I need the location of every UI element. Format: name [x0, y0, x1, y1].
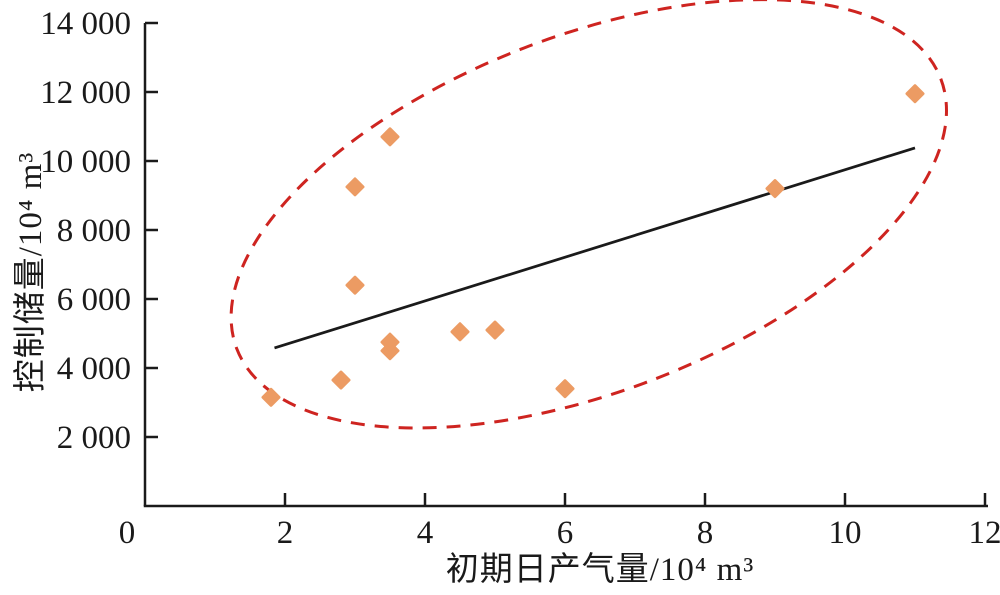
data-point	[765, 179, 785, 199]
y-tick-label: 6 000	[57, 282, 131, 318]
data-point	[485, 320, 505, 340]
data-point	[261, 387, 281, 407]
x-tick-label: 12	[969, 515, 1000, 551]
x-tick-label: 2	[277, 515, 294, 551]
x-tick-label: 4	[417, 515, 434, 551]
data-point	[345, 275, 365, 295]
y-tick-label: 12 000	[40, 75, 131, 111]
data-point	[905, 84, 925, 104]
y-tick-label: 2 000	[57, 420, 131, 456]
y-axis-title: 控制储量/10⁴ m³	[13, 151, 49, 393]
x-tick-label: 8	[697, 515, 714, 551]
data-point	[331, 370, 351, 390]
y-tick-label: 4 000	[57, 351, 131, 387]
data-point	[345, 177, 365, 197]
x-tick-label: 6	[557, 515, 574, 551]
data-point	[380, 332, 400, 352]
data-point	[450, 322, 470, 342]
x-tick-label: 0	[119, 515, 136, 551]
y-tick-label: 10 000	[40, 144, 131, 180]
x-tick-label: 10	[829, 515, 862, 551]
cluster-ellipse	[229, 0, 948, 430]
data-point	[555, 379, 575, 399]
trend-line	[274, 146, 916, 350]
y-tick-label: 14 000	[40, 6, 131, 42]
data-point	[380, 127, 400, 147]
y-tick-label: 8 000	[57, 213, 131, 249]
x-axis-title: 初期日产气量/10⁴ m³	[445, 552, 755, 588]
